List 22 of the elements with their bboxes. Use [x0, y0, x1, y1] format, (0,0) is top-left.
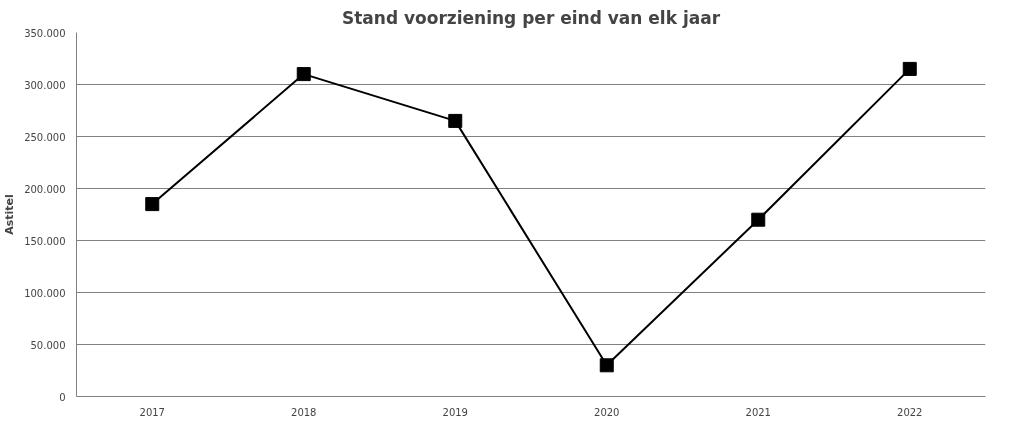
x-tick-label: 2021: [745, 406, 771, 418]
y-tick-label: 0: [59, 391, 66, 403]
x-tick-label: 2017: [139, 406, 165, 418]
y-tick-label: 100.000: [24, 287, 66, 299]
point: [599, 358, 614, 373]
x-tick-label: 2022: [897, 406, 923, 418]
x-tick-label: 2020: [594, 406, 620, 418]
point: [448, 113, 463, 128]
x-tick-label: 2019: [442, 406, 468, 418]
x-tick-label: 2018: [291, 406, 317, 418]
y-tick-label: 300.000: [24, 79, 66, 91]
y-tick-label: 350.000: [24, 27, 66, 39]
point: [296, 67, 311, 82]
chart-title: Stand voorziening per eind van elk jaar: [341, 7, 721, 28]
y-tick-label: 250.000: [24, 131, 66, 143]
y-axis-title: Astitel: [3, 194, 17, 235]
point: [145, 197, 160, 212]
y-tick-label: 150.000: [24, 235, 66, 247]
point: [751, 212, 766, 227]
y-tick-label: 50.000: [30, 339, 66, 351]
y-tick-label: 200.000: [24, 183, 66, 195]
point: [902, 61, 917, 76]
